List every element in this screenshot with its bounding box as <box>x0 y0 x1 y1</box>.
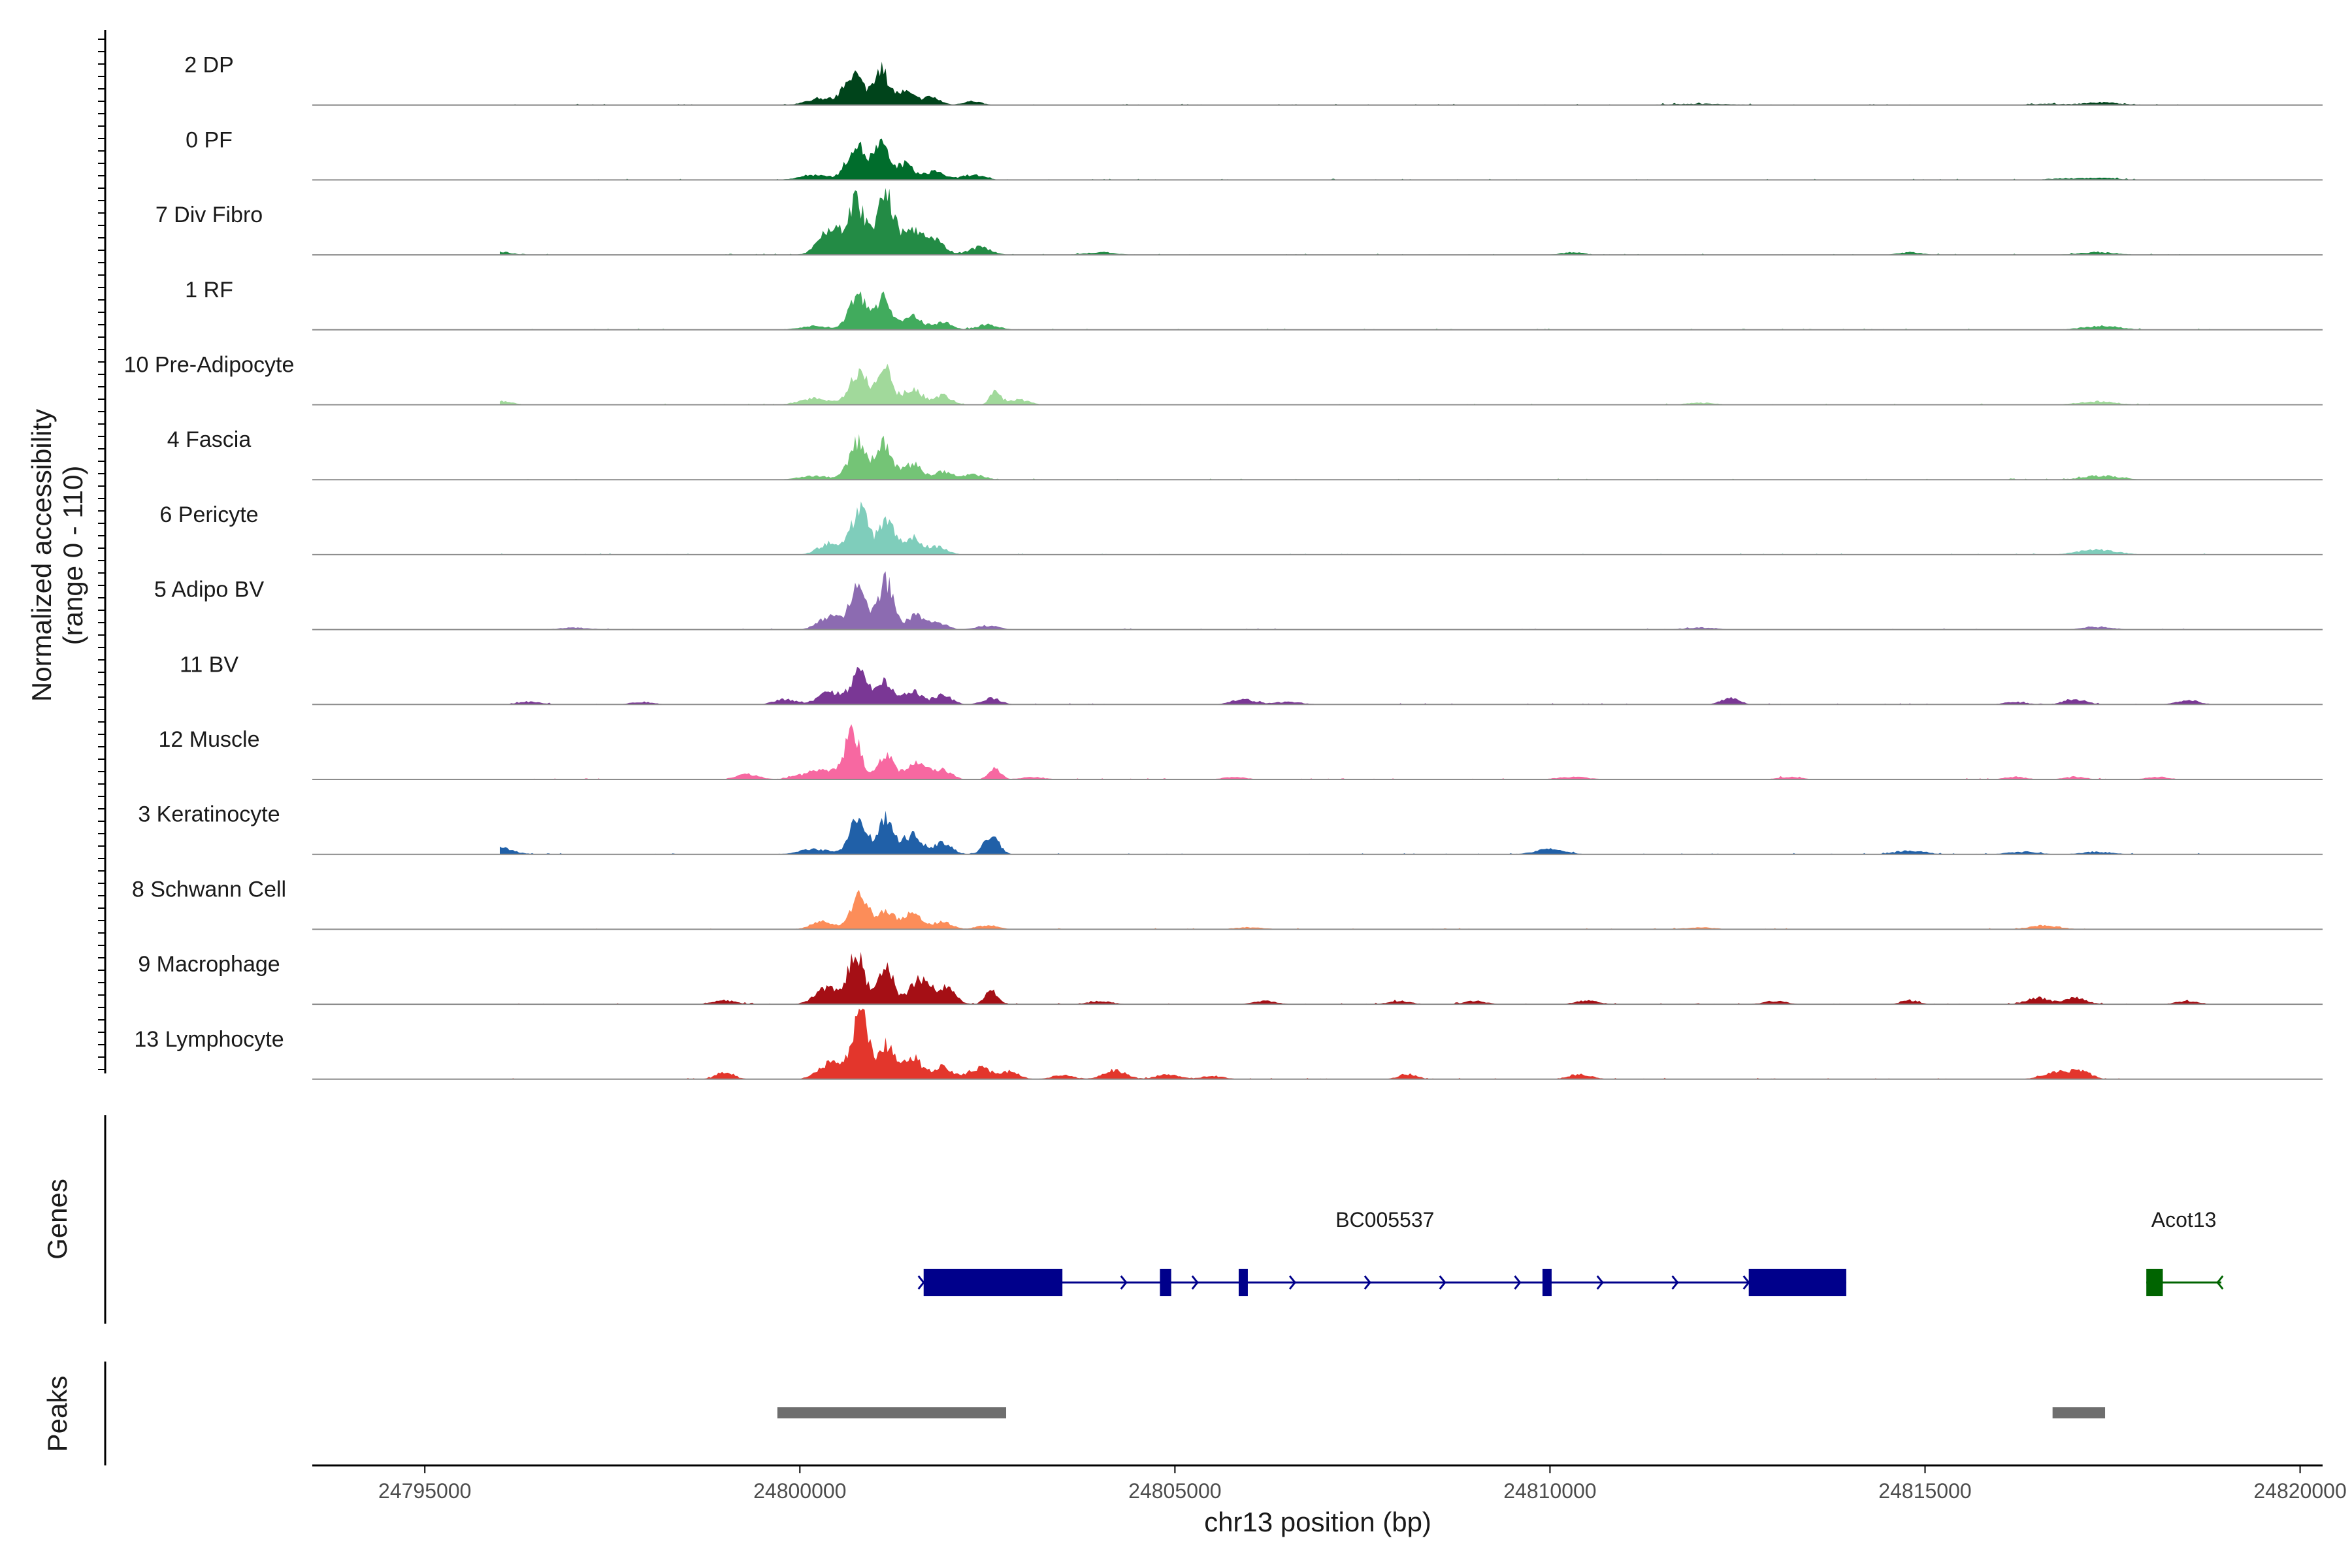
peaks-panel: Peaks <box>42 1362 2106 1465</box>
track-label: 4 Fascia <box>167 427 252 452</box>
track-0: 2 DP <box>184 53 2323 106</box>
x-tick-label: 24795000 <box>378 1479 471 1503</box>
track-12: 9 Macrophage <box>138 951 2323 1005</box>
coverage-area <box>500 188 2210 255</box>
gene-BC005537: BC005537 <box>917 1208 1846 1296</box>
track-label: 1 RF <box>185 278 233 302</box>
coverage-y-ticks <box>98 39 105 1070</box>
track-1: 0 PF <box>186 127 2323 181</box>
gene-exon <box>1160 1269 1171 1296</box>
x-tick-label: 24820000 <box>2253 1479 2346 1503</box>
track-label: 6 Pericyte <box>159 502 258 527</box>
track-11: 8 Schwann Cell <box>132 877 2323 930</box>
x-tick-label: 24810000 <box>1503 1479 1596 1503</box>
track-6: 6 Pericyte <box>159 501 2323 555</box>
track-label: 10 Pre-Adipocyte <box>124 353 295 378</box>
x-axis-ticks: 24795000 24800000 24805000 24810000 24815000… <box>378 1465 2347 1503</box>
track-9: 12 Muscle <box>159 724 2323 780</box>
gene-exon <box>1748 1269 1846 1296</box>
x-tick-label: 24815000 <box>1878 1479 1971 1503</box>
track-label: 8 Schwann Cell <box>132 877 286 902</box>
genes-panel: Genes BC005537 Acot13 <box>42 1115 2224 1324</box>
track-4: 10 Pre-Adipocyte <box>124 353 2323 406</box>
track-label: 13 Lymphocyte <box>134 1027 284 1052</box>
gene-annotations: BC005537 Acot13 <box>917 1208 2224 1296</box>
track-5: 4 Fascia <box>167 427 2323 481</box>
coverage-panel: 2 DP 0 PF 7 Div Fibro 1 RF 10 Pre-Adipocyte 4… <box>26 30 2323 1080</box>
track-label: 12 Muscle <box>159 727 260 752</box>
coverage-area <box>500 951 2210 1005</box>
peak-region <box>777 1407 1007 1418</box>
x-axis: 24795000 24800000 24805000 24810000 24815000… <box>312 1464 2347 1537</box>
strand-arrow <box>1120 1275 1128 1290</box>
strand-arrow <box>1742 1275 1750 1290</box>
strand-arrow <box>1439 1275 1446 1290</box>
track-2: 7 Div Fibro <box>155 188 2323 256</box>
x-axis-title: chr13 position (bp) <box>1204 1507 1431 1537</box>
strand-arrow <box>1364 1275 1371 1290</box>
track-8: 11 BV <box>180 652 2323 706</box>
coverage-tracks: 2 DP 0 PF 7 Div Fibro 1 RF 10 Pre-Adipocyte 4… <box>124 53 2323 1080</box>
strand-arrow <box>1288 1275 1296 1290</box>
track-3: 1 RF <box>185 278 2323 331</box>
gene-label: Acot13 <box>2151 1208 2217 1232</box>
gene-exon <box>1238 1269 1248 1296</box>
gene-exon <box>1542 1269 1552 1296</box>
coverage-area <box>500 890 2210 930</box>
gene-Acot13: Acot13 <box>2146 1208 2224 1296</box>
strand-arrow <box>917 1275 925 1290</box>
gene-exon <box>2146 1269 2163 1296</box>
track-13: 13 Lymphocyte <box>134 1008 2323 1080</box>
track-label: 9 Macrophage <box>138 952 280 977</box>
track-label: 2 DP <box>184 53 234 78</box>
strand-arrow <box>1671 1275 1679 1290</box>
y-axis-title-line2: (range 0 - 110) <box>57 466 88 645</box>
track-label: 3 Keratinocyte <box>138 802 280 827</box>
peaks-panel-label: Peaks <box>42 1376 73 1452</box>
track-10: 3 Keratinocyte <box>138 802 2323 855</box>
genes-panel-label: Genes <box>42 1179 73 1260</box>
strand-arrow <box>1596 1275 1604 1290</box>
track-label: 5 Adipo BV <box>154 578 265 602</box>
gene-label: BC005537 <box>1335 1208 1434 1232</box>
track-label: 0 PF <box>186 127 233 152</box>
x-tick-label: 24805000 <box>1128 1479 1221 1503</box>
track-label: 7 Div Fibro <box>155 203 263 227</box>
peak-region <box>2052 1407 2106 1418</box>
y-axis-title-line1: Normalized accessibility <box>26 409 57 702</box>
strand-arrow <box>2216 1275 2224 1290</box>
track-7: 5 Adipo BV <box>154 571 2323 630</box>
strand-arrow <box>1191 1275 1199 1290</box>
track-label: 11 BV <box>180 652 238 677</box>
x-tick-label: 24800000 <box>753 1479 846 1503</box>
strand-arrow <box>1514 1275 1522 1290</box>
peak-regions <box>777 1407 2106 1418</box>
gene-exon <box>923 1269 1063 1296</box>
